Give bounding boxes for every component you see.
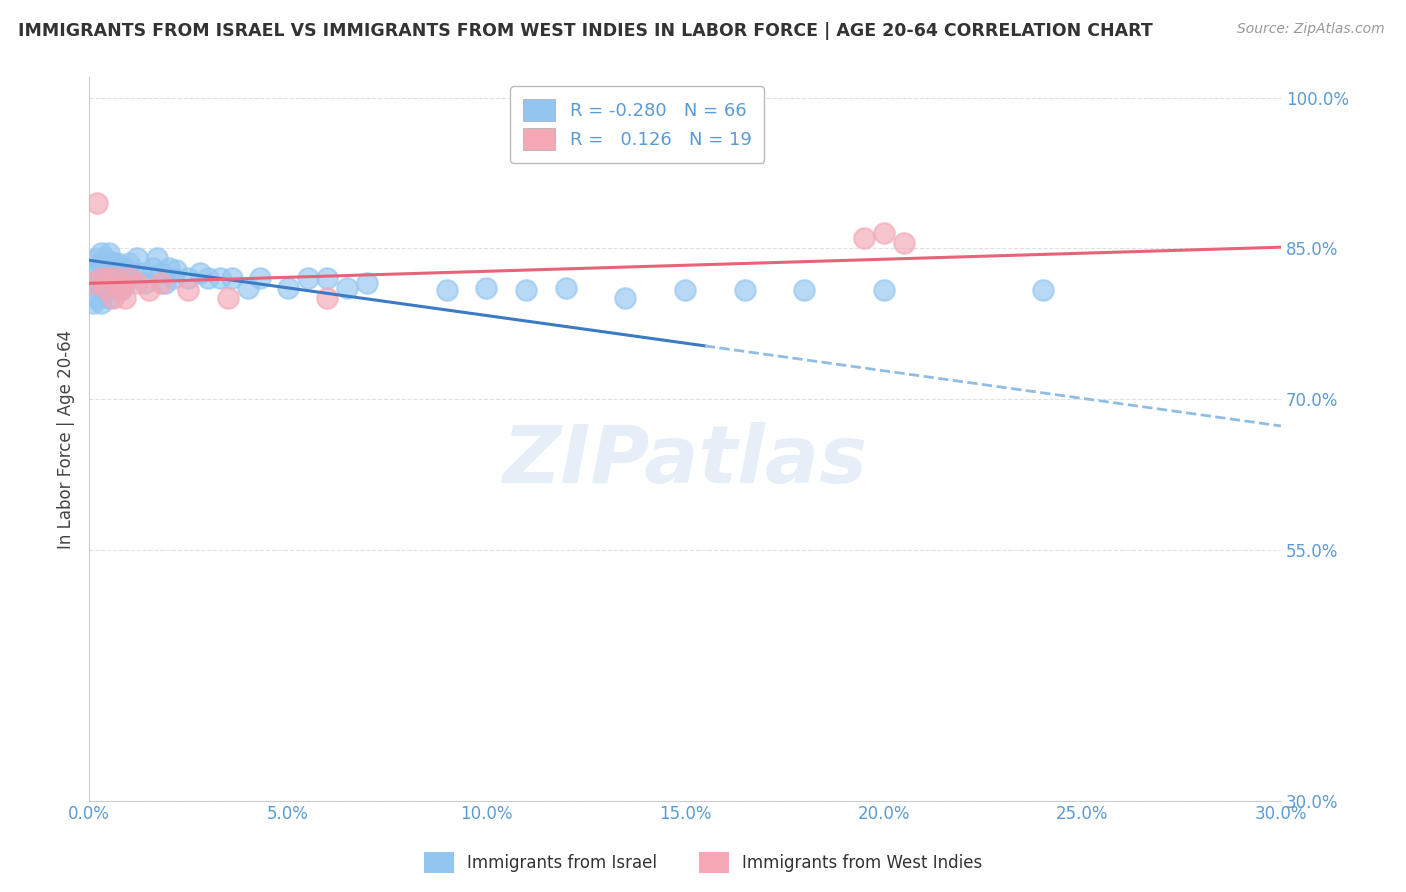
Point xyxy=(101,281,124,295)
Point xyxy=(177,284,200,298)
Point xyxy=(673,284,696,298)
Point xyxy=(356,277,378,291)
Point xyxy=(893,236,915,251)
Point xyxy=(515,284,537,298)
Point xyxy=(177,271,200,285)
Point xyxy=(188,266,211,280)
Point xyxy=(118,271,141,285)
Point xyxy=(436,284,458,298)
Point xyxy=(277,281,299,295)
Point xyxy=(125,277,148,291)
Point xyxy=(97,256,120,270)
Point xyxy=(221,271,243,285)
Point xyxy=(166,263,188,277)
Point xyxy=(1032,284,1054,298)
Point xyxy=(125,252,148,266)
Point xyxy=(90,256,112,270)
Point xyxy=(82,296,104,310)
Point xyxy=(82,266,104,280)
Point xyxy=(475,281,498,295)
Text: ZIPatlas: ZIPatlas xyxy=(502,422,868,500)
Point xyxy=(90,271,112,285)
Point xyxy=(101,256,124,270)
Point xyxy=(101,292,124,306)
Point xyxy=(316,271,339,285)
Point xyxy=(105,271,128,285)
Point xyxy=(110,284,132,298)
Point xyxy=(121,266,143,280)
Text: IMMIGRANTS FROM ISRAEL VS IMMIGRANTS FROM WEST INDIES IN LABOR FORCE | AGE 20-64: IMMIGRANTS FROM ISRAEL VS IMMIGRANTS FRO… xyxy=(18,22,1153,40)
Point xyxy=(249,271,271,285)
Text: Source: ZipAtlas.com: Source: ZipAtlas.com xyxy=(1237,22,1385,37)
Point xyxy=(97,271,120,285)
Point xyxy=(86,277,108,291)
Point xyxy=(614,292,637,306)
Point xyxy=(872,284,894,298)
Point xyxy=(145,252,167,266)
Point xyxy=(138,284,160,298)
Point xyxy=(90,246,112,260)
Point xyxy=(110,261,132,276)
Point xyxy=(236,281,259,295)
Point xyxy=(129,266,152,280)
Point xyxy=(114,277,136,291)
Point xyxy=(110,271,132,285)
Point xyxy=(209,271,232,285)
Point xyxy=(297,271,319,285)
Point xyxy=(118,256,141,270)
Point xyxy=(97,277,120,291)
Point xyxy=(94,266,117,280)
Point xyxy=(101,271,124,285)
Point xyxy=(852,231,875,245)
Legend: Immigrants from Israel, Immigrants from West Indies: Immigrants from Israel, Immigrants from … xyxy=(418,846,988,880)
Point xyxy=(86,252,108,266)
Point xyxy=(110,281,132,295)
Point xyxy=(82,277,104,291)
Point xyxy=(153,277,176,291)
Point xyxy=(97,266,120,280)
Point xyxy=(142,261,165,276)
Legend: R = -0.280   N = 66, R =   0.126   N = 19: R = -0.280 N = 66, R = 0.126 N = 19 xyxy=(510,87,765,163)
Point xyxy=(97,246,120,260)
Point xyxy=(114,261,136,276)
Point xyxy=(86,292,108,306)
Point xyxy=(157,261,180,276)
Point xyxy=(97,292,120,306)
Point xyxy=(118,271,141,285)
Point xyxy=(105,271,128,285)
Point xyxy=(86,266,108,280)
Point xyxy=(94,281,117,295)
Point xyxy=(336,281,359,295)
Point xyxy=(793,284,815,298)
Point xyxy=(105,256,128,270)
Point xyxy=(90,271,112,285)
Point xyxy=(149,277,172,291)
Point xyxy=(149,266,172,280)
Point xyxy=(734,284,756,298)
Point xyxy=(82,277,104,291)
Point xyxy=(90,281,112,295)
Point xyxy=(105,281,128,295)
Point xyxy=(86,196,108,211)
Point xyxy=(134,277,156,291)
Point xyxy=(872,226,894,240)
Point xyxy=(197,271,219,285)
Point xyxy=(316,292,339,306)
Point xyxy=(94,281,117,295)
Point xyxy=(94,252,117,266)
Point xyxy=(114,292,136,306)
Point xyxy=(90,296,112,310)
Point xyxy=(554,281,576,295)
Point xyxy=(217,292,239,306)
Y-axis label: In Labor Force | Age 20-64: In Labor Force | Age 20-64 xyxy=(58,329,75,549)
Point xyxy=(162,271,184,285)
